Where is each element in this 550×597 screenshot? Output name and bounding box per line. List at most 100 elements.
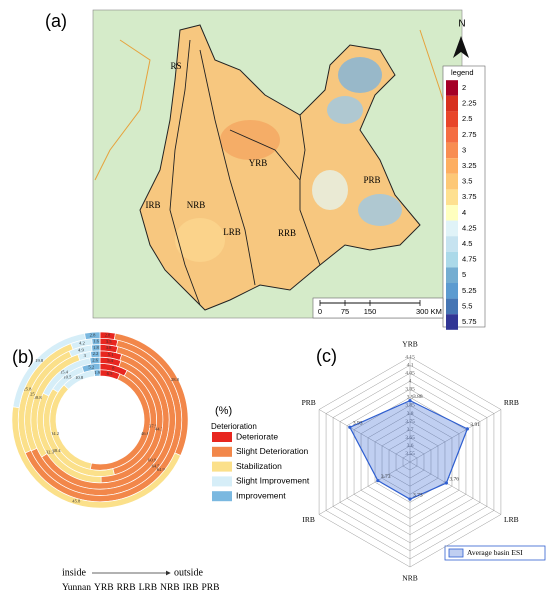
basin-label: PRB <box>363 175 380 185</box>
legend-unit: (%) <box>215 405 232 417</box>
axis-label: IRB <box>302 515 315 524</box>
segment-label: 3 <box>84 353 87 358</box>
point-label: 3.88 <box>413 394 423 400</box>
map-patch <box>175 218 225 262</box>
tick-label: 3.7 <box>407 427 414 433</box>
segment-label: 1.8 <box>93 345 99 350</box>
legend-label: 5 <box>462 270 466 279</box>
legend-title: Deterioration <box>211 422 257 431</box>
axis-label: PRB <box>302 398 316 407</box>
segment-label: 34.2 <box>51 431 60 436</box>
segment-label: 1.6 <box>93 339 99 344</box>
tick-label: 4.1 <box>407 362 414 368</box>
panel-label: (c) <box>316 346 337 366</box>
ring-name: NRB <box>160 583 180 593</box>
point <box>408 497 412 501</box>
legend-label: 3.5 <box>462 177 472 186</box>
segment-label: 8 <box>112 365 115 370</box>
basin-label: NRB <box>187 200 206 210</box>
basin-boundary <box>299 114 306 181</box>
basin-boundary <box>199 49 256 286</box>
tick-label: 3.95 <box>405 387 415 393</box>
legend-swatch <box>446 111 458 127</box>
segment-label: 25.8 <box>23 387 32 392</box>
segment-label: 46.6 <box>141 431 150 436</box>
map-patch <box>327 96 363 124</box>
point <box>408 399 412 403</box>
legend-label: 3.75 <box>462 192 477 201</box>
segment-label: 6.5 <box>107 371 113 376</box>
tick-label: 3.9 <box>407 395 414 401</box>
segment-label: 4.2 <box>79 341 85 346</box>
legend-swatch <box>446 95 458 112</box>
segment-label: 64.5 <box>152 463 161 468</box>
segment-label: 2.8 <box>105 332 111 337</box>
tick-label: 4.15 <box>405 354 415 360</box>
segment-label: 5.1 <box>108 352 114 357</box>
point-label: 3.73 <box>413 492 423 498</box>
tick-label: 3.6 <box>407 443 414 449</box>
axis-label: LRB <box>504 515 519 524</box>
spoke <box>318 461 411 515</box>
legend-label: 5.25 <box>462 286 477 295</box>
ring-name: LRB <box>139 583 157 593</box>
tick-label: 3.75 <box>405 419 415 425</box>
legend-label: Deteriorate <box>236 431 278 441</box>
legend-swatch <box>212 476 232 487</box>
basin-label: IRB <box>145 200 160 210</box>
direction-label: inside <box>62 567 86 578</box>
direction-label: outside <box>174 567 203 578</box>
tick-label: 3.55 <box>405 451 415 457</box>
tick-label: 4 <box>409 378 412 384</box>
point-label: 3.93 <box>353 421 363 427</box>
donut-chart: (b) (%) Deterioration inside outside Yun… <box>11 331 310 593</box>
segment-label: 64.9 <box>157 467 166 472</box>
legend-swatch <box>446 314 458 330</box>
segment-label: 37.9 <box>149 424 158 429</box>
segment-label: 10.8 <box>75 375 84 380</box>
legend-swatch <box>446 205 458 221</box>
segment-label: 19.8 <box>35 358 44 363</box>
legend-swatch <box>446 236 458 252</box>
segment-label: 1.9 <box>94 370 100 375</box>
segment-label: 4.9 <box>78 347 84 352</box>
legend-swatch <box>446 267 458 283</box>
series-area <box>349 399 469 500</box>
legend-swatch <box>446 189 458 205</box>
map-legend-title: legend <box>451 68 474 77</box>
legend-swatch <box>212 491 232 502</box>
segment-label: 2.2 <box>93 351 99 356</box>
scale-label: 75 <box>341 307 349 316</box>
point-label: 3.76 <box>449 476 459 482</box>
legend-swatch <box>212 446 232 457</box>
panel-label: (b) <box>12 347 34 367</box>
ring-order: Yunnan YRB RRB LRB NRB IRB PRB <box>62 583 219 593</box>
legend-box <box>444 545 546 561</box>
legend-swatch <box>446 298 458 315</box>
legend-label: 4 <box>462 208 466 217</box>
ring-name: RRB <box>117 583 136 593</box>
segment-label: 28.8 <box>171 377 180 382</box>
legend-label: Slight Deterioration <box>236 446 309 456</box>
axis-label: RRB <box>504 398 519 407</box>
legend-label: 2.75 <box>462 130 477 139</box>
legend-swatch <box>446 142 458 159</box>
legend-swatch <box>212 432 232 442</box>
legend-label: Average basin ESI <box>467 548 523 557</box>
point <box>465 427 469 431</box>
tick-label: 3.85 <box>405 403 415 409</box>
basin-label: RRB <box>278 228 296 238</box>
segment-label: 15.4 <box>60 369 69 374</box>
legend-label: 5.75 <box>462 317 477 326</box>
legend-label: 2 <box>462 83 466 92</box>
spoke <box>318 409 411 463</box>
segment-label: 60.9 <box>148 458 157 463</box>
axis-label: YRB <box>402 340 417 349</box>
north-arrow <box>453 36 469 58</box>
radar-chart: (c) YRB RRB LRB NRB IRB PRB 3.55 3.6 3.65 3.7 3.75… <box>302 340 546 583</box>
north-label: N <box>458 19 465 30</box>
map-patch <box>358 194 402 226</box>
legend-label: 3 <box>462 145 466 154</box>
segment-label: 44.3 <box>155 427 164 432</box>
segment-label: 3.5 <box>106 339 112 344</box>
